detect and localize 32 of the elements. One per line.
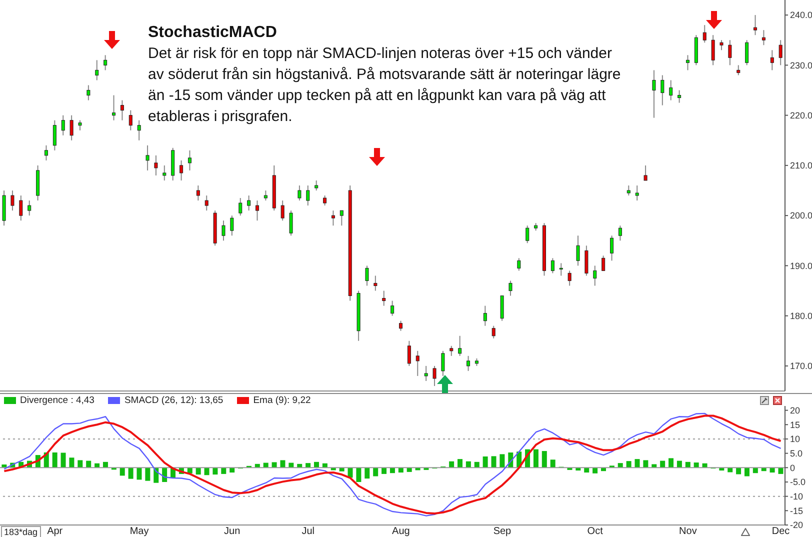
legend-label: Ema (9): 9,22 (252, 395, 311, 406)
y-tick-label: 230.0 (790, 60, 812, 70)
y-tick-label: -5.0 (790, 477, 806, 488)
legend-label: SMACD (26, 12): 13,65 (123, 395, 224, 406)
x-tick-label: May (130, 526, 149, 537)
text: 183*dag (1, 526, 41, 537)
y-tick-label: 190.0 (790, 260, 812, 271)
y-tick-label: -20 (790, 520, 804, 530)
y-tick-label: 200.0 (790, 210, 812, 221)
x-tick-label: Sep (493, 526, 512, 537)
y-tick-label: 210.0 (790, 160, 812, 171)
annotation: Det är risk för en topp när SMACD-linjen noteras över +15 och vänder av söderut från sin högstanivå. På motsvarande sätt är noteringar lägre än -15 som vänder upp tecken på att en lågpunkt kan vara på väg att etableras i prisgrafen. (148, 44, 622, 127)
y-tick-label: 220.0 (790, 110, 812, 120)
x-tick-label: Nov (679, 526, 697, 537)
y-tick-label: 20 (790, 405, 800, 416)
y-tick-label: 5.0 (790, 448, 803, 459)
y-tick-label: -15 (790, 506, 804, 516)
y-tick-label: -10 (790, 492, 804, 502)
x-tick-label: Dec (772, 526, 790, 537)
y-tick-label: 0 (790, 462, 796, 473)
x-tick-label: Jun (224, 526, 240, 537)
x-tick-label: Jul (302, 526, 314, 537)
y-tick-label: 170.0 (790, 361, 812, 372)
legend-label: Divergence : 4,43 (19, 395, 94, 406)
y-tick-label: 240.0 (790, 10, 812, 20)
x-tick-label: Oct (587, 526, 604, 537)
x-tick-label: Apr (47, 526, 64, 537)
y-tick-label: 180.0 (790, 311, 812, 322)
y-tick-label: 10 (790, 434, 800, 444)
y-tick-label: 15 (790, 420, 800, 430)
x-tick-label: Aug (392, 526, 410, 537)
text: StochasticMACD (148, 23, 278, 43)
